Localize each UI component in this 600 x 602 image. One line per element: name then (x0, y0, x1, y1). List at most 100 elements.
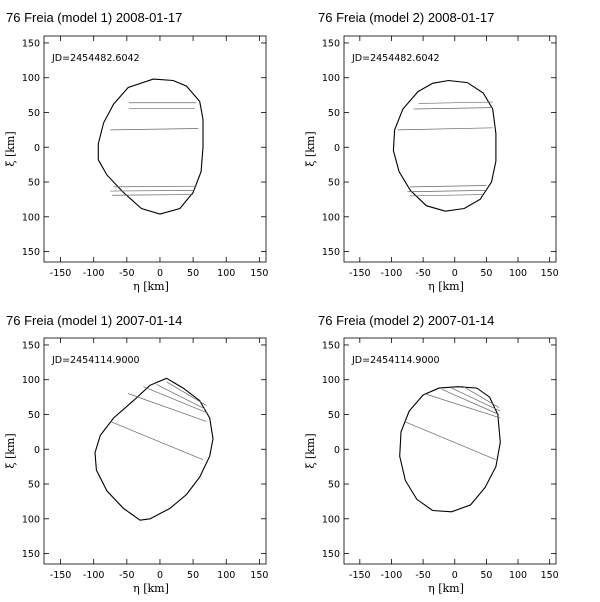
y-tick-label: 50 (28, 480, 40, 491)
x-tick-label: 50 (187, 570, 199, 581)
x-tick-label: 50 (480, 268, 492, 279)
occultation-chord (403, 421, 497, 461)
y-tick-label: 50 (328, 410, 340, 421)
x-tick-label: -50 (119, 268, 135, 279)
x-tick-label: 0 (157, 570, 163, 581)
y-tick-label: 100 (22, 212, 40, 223)
occultation-chord (441, 389, 500, 415)
x-tick-label: 150 (541, 268, 559, 279)
x-tick-label: 0 (452, 268, 458, 279)
x-axis-label: η [km] (428, 280, 464, 293)
y-tick-label: 100 (22, 514, 40, 525)
asteroid-outline (97, 78, 204, 215)
x-tick-label: 50 (480, 570, 492, 581)
y-tick-label: 100 (22, 375, 40, 386)
occultation-chord (451, 387, 501, 412)
y-tick-label: 150 (322, 549, 340, 560)
occultation-chord (166, 381, 207, 406)
x-tick-label: -100 (381, 570, 403, 581)
plot-frame (43, 35, 267, 263)
occultation-chord (397, 127, 493, 131)
occultation-chord (110, 421, 204, 461)
occultation-chord (110, 128, 199, 131)
x-tick-label: 0 (452, 570, 458, 581)
y-tick-label: 100 (322, 73, 340, 84)
y-tick-label: 100 (322, 212, 340, 223)
y-tick-label: 150 (22, 340, 40, 351)
occultation-chord (112, 194, 194, 196)
y-tick-label: 150 (322, 38, 340, 49)
x-tick-label: 100 (509, 570, 527, 581)
asteroid-outline (399, 386, 501, 513)
x-tick-label: -150 (50, 570, 72, 581)
y-axis-label: ξ [km] (304, 433, 317, 468)
y-axis-label: ξ [km] (304, 131, 317, 166)
panel-title: 76 Freia (model 2) 2007-01-14 (318, 313, 494, 328)
x-tick-label: -50 (119, 570, 135, 581)
x-tick-label: -150 (349, 268, 371, 279)
y-tick-label: 50 (28, 410, 40, 421)
y-tick-label: 50 (328, 480, 340, 491)
x-tick-label: 100 (217, 268, 235, 279)
occultation-chord (110, 190, 195, 192)
occultation-chord (409, 194, 484, 197)
x-tick-label: 150 (541, 570, 559, 581)
x-tick-label: -150 (349, 570, 371, 581)
x-tick-label: -50 (415, 268, 431, 279)
occultation-chord (410, 185, 487, 188)
panel-title: 76 Freia (model 1) 2007-01-14 (6, 313, 182, 328)
y-tick-label: 100 (322, 375, 340, 386)
y-tick-label: 0 (334, 445, 340, 456)
occultation-chord (462, 385, 500, 408)
y-tick-label: 100 (22, 73, 40, 84)
x-tick-label: -100 (83, 570, 105, 581)
x-tick-label: 100 (509, 268, 527, 279)
x-axis-label: η [km] (428, 582, 464, 595)
y-tick-label: 150 (22, 549, 40, 560)
chart-panel-1: 76 Freia (model 1) 2008-01-17 JD=2454482.… (4, 10, 268, 293)
x-tick-label: 0 (157, 268, 163, 279)
occultation-chord (424, 393, 501, 419)
jd-annotation: JD=2454114.9000 (351, 355, 440, 366)
y-tick-label: 50 (328, 108, 340, 119)
occultation-chord (156, 384, 206, 410)
plot-frame (343, 35, 557, 263)
x-axis-label: η [km] (133, 582, 169, 595)
x-tick-label: 150 (250, 268, 268, 279)
occultation-chord (143, 386, 208, 414)
occultation-chord (128, 393, 207, 422)
x-tick-label: 150 (250, 570, 268, 581)
x-tick-label: 100 (217, 570, 235, 581)
jd-annotation: JD=2454114.9000 (51, 355, 140, 366)
occultation-chord (113, 185, 197, 188)
plot-frame (43, 337, 267, 565)
y-tick-label: 150 (22, 247, 40, 258)
x-tick-label: -100 (381, 268, 403, 279)
occultation-chord (418, 101, 493, 104)
panel-title: 76 Freia (model 1) 2008-01-17 (6, 10, 182, 25)
asteroid-outline (94, 377, 214, 521)
occultation-chord (413, 107, 493, 110)
x-tick-label: -150 (50, 268, 72, 279)
chart-panel-4: 76 Freia (model 2) 2007-01-14 JD=2454114.… (304, 313, 559, 595)
jd-annotation: JD=2454482.6042 (351, 53, 440, 64)
y-tick-label: 0 (334, 143, 340, 154)
y-tick-label: 100 (322, 514, 340, 525)
asteroid-outline (392, 79, 497, 212)
x-tick-label: 50 (187, 268, 199, 279)
chart-panel-3: 76 Freia (model 1) 2007-01-14 JD=2454114.… (4, 313, 268, 595)
y-tick-label: 150 (322, 340, 340, 351)
y-axis-label: ξ [km] (4, 131, 17, 166)
chart-panel-2: 76 Freia (model 2) 2008-01-17 JD=2454482.… (304, 10, 559, 293)
y-tick-label: 0 (34, 445, 40, 456)
jd-annotation: JD=2454482.6042 (51, 53, 140, 64)
y-tick-label: 50 (28, 108, 40, 119)
y-tick-label: 50 (28, 178, 40, 189)
y-tick-label: 0 (34, 143, 40, 154)
plot-frame (343, 337, 557, 565)
x-tick-label: -50 (415, 570, 431, 581)
x-axis-label: η [km] (133, 280, 169, 293)
panel-title: 76 Freia (model 2) 2008-01-17 (318, 10, 494, 25)
y-tick-label: 150 (322, 247, 340, 258)
